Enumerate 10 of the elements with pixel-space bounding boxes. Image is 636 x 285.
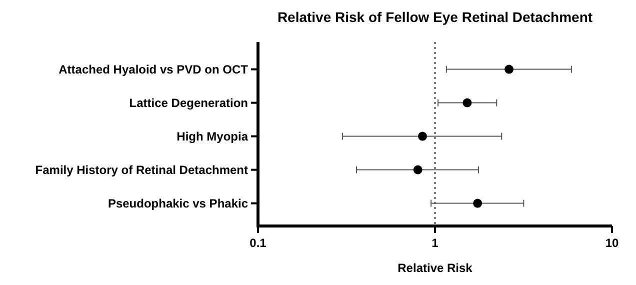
x-axis-title: Relative Risk	[398, 261, 473, 275]
y-tick-label: Lattice Degeneration	[129, 96, 248, 110]
y-tick-label: Family History of Retinal Detachment	[35, 162, 248, 177]
x-tick-label: 10	[605, 236, 619, 250]
x-tick-label: 0.1	[250, 236, 267, 250]
y-tick-label: High Myopia	[176, 129, 248, 144]
y-tick-label: Attached Hyaloid vs PVD on OCT	[58, 62, 249, 76]
y-tick-label: Pseudophakic vs Phakic	[108, 196, 248, 210]
x-tick-label: 1	[432, 236, 439, 250]
chart-title: Relative Risk of Fellow Eye Retinal Detachment	[277, 9, 593, 25]
